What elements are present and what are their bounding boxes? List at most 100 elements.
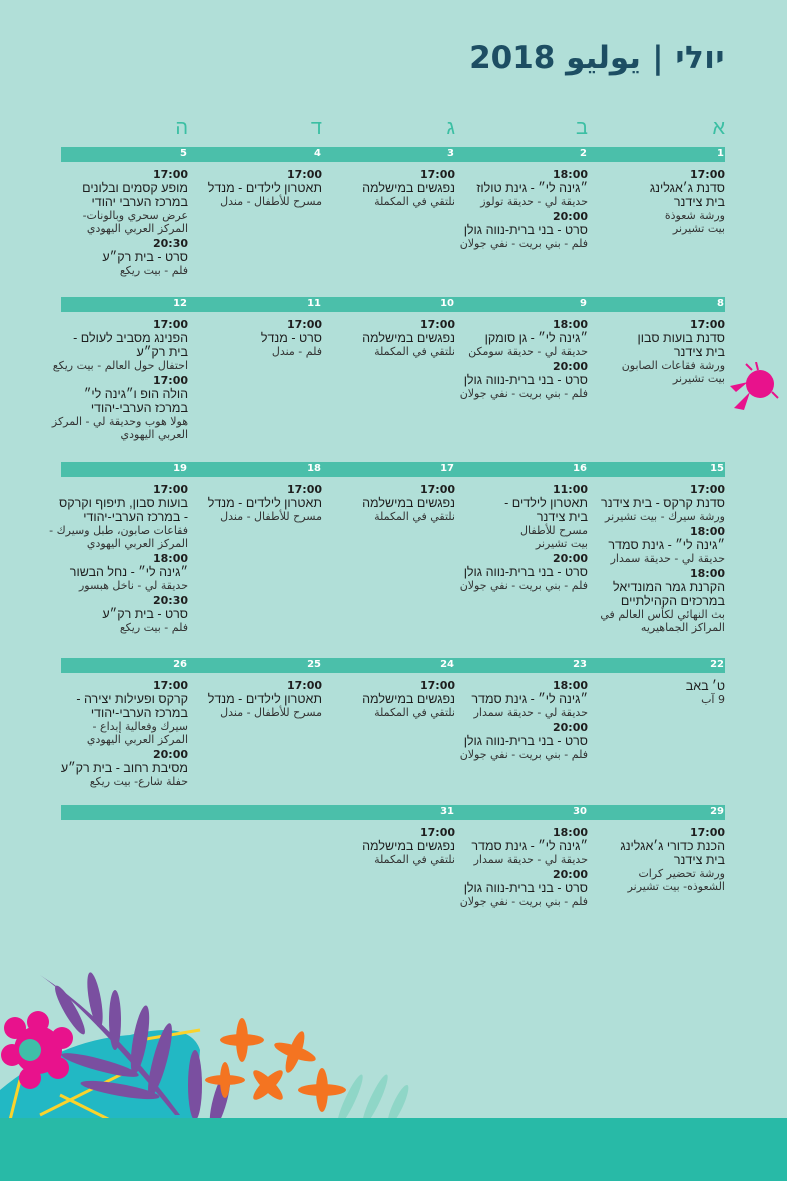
day-number: 10 — [440, 298, 454, 309]
event-time: 17:00 — [419, 483, 455, 496]
day-number: 18 — [307, 463, 321, 474]
day-letter-header: ד — [310, 117, 322, 139]
day-cell: 18:00 ״גינה לי״ - גינת טולוז حديقة لي - حد… — [458, 168, 588, 252]
day-cell: 17:00 הפנינג מסביב לעולם - בית רק״ע احتفال… — [51, 318, 188, 443]
day-cell: 17:00 סדנת בועות סבון בית צידנר ورشة فقاعا… — [595, 318, 725, 387]
day-number: 31 — [440, 806, 454, 817]
event-time: 20:30 — [152, 237, 188, 250]
event-time: 17:00 — [152, 483, 188, 496]
event-time: 18:00 — [552, 679, 588, 692]
event-item: 17:00 הפנינג מסביב לעולם - בית רק״ע احتفال… — [52, 318, 188, 372]
event-title-hebrew: ט׳ באב — [685, 679, 725, 693]
event-title-hebrew: תאטרון לילדים - מנדל — [207, 181, 322, 195]
event-title-arabic: ورشة تحضير كرات الشعوذه- بيت تشيرنر — [627, 867, 725, 893]
event-item: 17:00 נפגשים במישלמה نلتقي في المكملة — [325, 679, 455, 719]
event-item: 20:30 סרט - בית רק״ע فلم - بيت ريكع — [58, 594, 188, 634]
event-item: ט׳ באב 9 آب — [595, 679, 725, 706]
event-title-hebrew: הקרנת גמר המונדיאל במרכזים הקהילתיים — [613, 580, 725, 608]
event-title-arabic: فلم - مندل — [271, 345, 322, 358]
week-bar — [61, 147, 725, 162]
day-number: 1 — [717, 148, 724, 159]
event-item: 20:00 סרט - בני ברית-נווה גולן فلم - بني ب… — [458, 210, 588, 250]
day-number: 11 — [307, 298, 321, 309]
day-cell: 18:00 ״גינה לי״ - גינת סמדר حديقة لي - حدي… — [458, 679, 588, 763]
day-cell: 17:00 בועות סבון, תיפוף וקרקס - במרכז הער… — [49, 483, 188, 636]
event-item: 17:00 הולה הופ ו״גינה לי״ במרכז הערבי-יהו… — [51, 374, 188, 441]
event-time: 17:00 — [689, 318, 725, 331]
day-cell: 17:00 תאטרון לילדים - מנדל مسرح للأطفال - … — [192, 679, 322, 721]
event-title-arabic: حديقة لي - حديقة سمدار — [473, 853, 588, 866]
event-title-hebrew: הפנינג מסביב לעולם - בית רק״ע — [73, 331, 188, 359]
day-number: 9 — [580, 298, 587, 309]
day-number: 24 — [440, 659, 454, 670]
event-title-arabic: نلتقي في المكملة — [374, 853, 455, 866]
event-item: 17:00 תאטרון לילדים - מנדל مسرح للأطفال - … — [192, 679, 322, 719]
event-title-hebrew: ״גינה לי״ - גינת סמדר — [471, 839, 588, 853]
day-number: 5 — [180, 148, 187, 159]
event-item: 18:00 ״גינה לי״ - גינת סמדר حديقة لي - حدي… — [458, 679, 588, 719]
event-title-hebrew: ״גינה לי״ - גינת סמדר — [471, 692, 588, 706]
day-number: 8 — [717, 298, 724, 309]
event-title-hebrew: הולה הופ ו״גינה לי״ במרכז הערבי-יהודי — [83, 387, 188, 415]
event-time: 17:00 — [419, 168, 455, 181]
event-title-hebrew: קרקס ופעילות יצירה - במרכז הערבי-יהודי — [76, 692, 188, 720]
event-title-arabic: سيرك وفعالية إبداع - المركز العربي اليهو… — [86, 720, 188, 746]
event-title-hebrew: מסיבת רחוב - בית רק״ע — [60, 761, 188, 775]
day-cell: 17:00 נפגשים במישלמה نلتقي في المكملة — [325, 318, 455, 360]
event-title-hebrew: בועות סבון, תיפוף וקרקס - במרכז הערבי-יה… — [59, 496, 188, 524]
day-number: 15 — [710, 463, 724, 474]
event-title-hebrew: תאטרון לילדים - מנדל — [207, 496, 322, 510]
day-letter-header: ב — [576, 117, 588, 139]
event-time: 18:00 — [152, 552, 188, 565]
event-title-hebrew: ״גינה לי״ - נחל הבשור — [69, 565, 188, 579]
day-cell: 17:00 סדנת קרקס - בית צידנר ورشة سيرك - بي… — [595, 483, 725, 636]
event-title-arabic: احتفال حول العالم - بيت ريكع — [52, 359, 188, 372]
event-title-arabic: مسرح للأطفال بيت تشيرنر — [520, 524, 588, 550]
event-title-arabic: هولا هوب وحديقة لي - المركز العربي اليهو… — [51, 415, 188, 441]
event-title-arabic: حفلة شارع- بيت ريكع — [89, 775, 188, 788]
event-title-arabic: نلتقي في المكملة — [374, 345, 455, 358]
event-time: 17:00 — [419, 826, 455, 839]
flower-decoration — [0, 972, 409, 1120]
event-title-hebrew: סדנת ג׳אגלינג בית צידנר — [649, 181, 725, 209]
week-bar — [61, 462, 725, 477]
crab-icon — [730, 362, 779, 410]
event-item: 17:00 נפגשים במישלמה نلتقي في المكملة — [325, 168, 455, 208]
event-title-hebrew: ״גינה לי״ - גן סומקן — [484, 331, 588, 345]
event-title-hebrew: נפגשים במישלמה — [362, 331, 455, 345]
event-time: 17:00 — [689, 826, 725, 839]
event-item: 17:00 סרט - מנדל فلم - مندل — [192, 318, 322, 358]
day-number: 17 — [440, 463, 454, 474]
event-title-hebrew: ״גינה לי״ - גינת סמדר — [608, 538, 725, 552]
event-title-arabic: حديقة لي - حديقة سومكن — [468, 345, 588, 358]
day-cell: 18:00 ״גינה לי״ - גינת סמדר حديقة لي - حدي… — [458, 826, 588, 910]
event-time: 17:00 — [286, 318, 322, 331]
event-time: 17:00 — [152, 318, 188, 331]
event-title-arabic: ورشة شعوذة بيت تشيرنر — [664, 209, 725, 235]
event-title-hebrew: תאטרון לילדים - בית צידנר — [504, 496, 588, 524]
event-item: 17:00 סדנת בועות סבון בית צידנר ورشة فقاعا… — [595, 318, 725, 385]
day-letter-header: ה — [175, 117, 188, 139]
event-title-hebrew: סרט - בני ברית-נווה גולן — [463, 373, 588, 387]
event-time: 20:00 — [552, 721, 588, 734]
day-letter-header: ג — [446, 117, 455, 139]
week-bar — [61, 805, 725, 820]
event-item: 17:00 תאטרון לילדים - מנדל مسرح للأطفال - … — [192, 168, 322, 208]
event-time: 18:00 — [689, 525, 725, 538]
event-title-arabic: حديقة لي - حديقة سمدار — [473, 706, 588, 719]
event-title-hebrew: סדנת בועות סבון בית צידנר — [637, 331, 726, 359]
day-number: 3 — [447, 148, 454, 159]
event-time: 17:00 — [419, 679, 455, 692]
event-item: 17:00 סדנת קרקס - בית צידנר ورشة سيرك - بي… — [595, 483, 725, 523]
event-item: 18:00 ״גינה לי״ - גן סומקן حديقة لي - حديق… — [458, 318, 588, 358]
event-item: 20:00 סרט - בני ברית-נווה גולן فلم - بني ب… — [458, 721, 588, 761]
week-bar — [61, 658, 725, 673]
event-item: 18:00 ״גינה לי״ - נחל הבשור حديقة لي - ناخ… — [58, 552, 188, 592]
event-time: 20:30 — [152, 594, 188, 607]
event-time: 17:00 — [419, 318, 455, 331]
day-number: 23 — [573, 659, 587, 670]
event-time: 20:00 — [552, 210, 588, 223]
event-time: 18:00 — [689, 567, 725, 580]
event-item: 17:00 נפגשים במישלמה نلتقي في المكملة — [325, 826, 455, 866]
day-cell: 18:00 ״גינה לי״ - גן סומקן حديقة لي - حديق… — [458, 318, 588, 402]
